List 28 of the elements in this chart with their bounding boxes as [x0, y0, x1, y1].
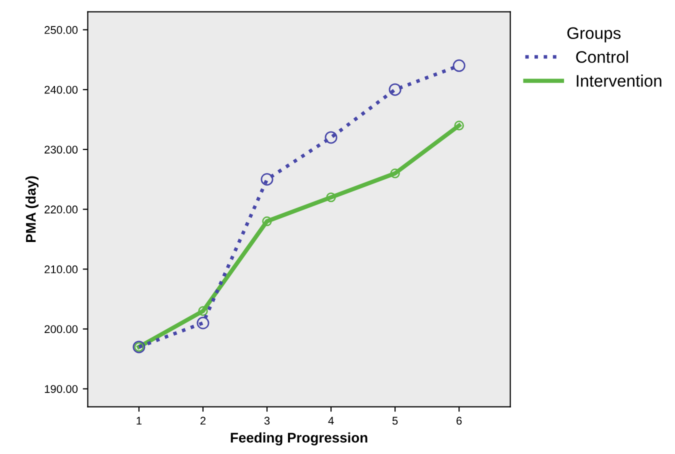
point	[198, 306, 208, 316]
y-axis-title: PMA (day)	[26, 176, 38, 242]
y-tick-label: 210.00	[44, 265, 78, 274]
x-tick-label: 5	[392, 416, 398, 425]
y-tick-label: 220.00	[44, 206, 78, 214]
y-tick-label: 250.00	[44, 26, 78, 34]
legend-label: Control	[576, 50, 628, 63]
y-tick-label: 200.00	[44, 325, 78, 334]
y-tick-label: 190.00	[44, 385, 78, 393]
x-axis-title: Feeding Progression	[230, 432, 368, 446]
point	[324, 131, 338, 144]
point	[454, 120, 464, 130]
legend-label: Intervention	[576, 74, 662, 87]
point	[262, 216, 272, 226]
x-tick-label: 6	[456, 416, 462, 425]
x-tick-label: 3	[264, 416, 270, 425]
point	[196, 316, 210, 330]
point	[260, 173, 274, 186]
point	[388, 83, 402, 96]
x-tick-label: 2	[200, 416, 206, 425]
legend-title: Groups	[567, 27, 621, 42]
y-tick-label: 230.00	[44, 146, 78, 154]
y-tick-label: 240.00	[44, 86, 78, 94]
x-tick-label: 1	[136, 416, 142, 425]
point	[390, 168, 400, 178]
x-tick-label: 4	[328, 416, 334, 425]
point	[326, 192, 336, 202]
point	[452, 59, 466, 72]
